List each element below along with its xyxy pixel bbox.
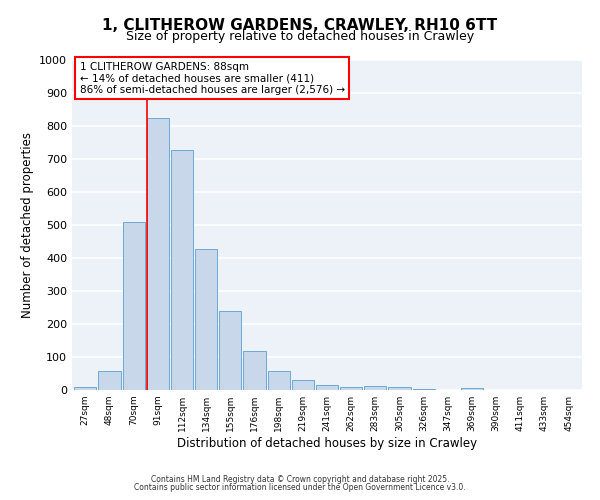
Bar [388,388,410,390]
Bar [364,386,386,390]
Bar [461,388,483,390]
Bar [413,388,435,390]
Bar [74,388,97,390]
Bar [268,371,290,390]
Text: 1, CLITHEROW GARDENS, CRAWLEY, RH10 6TT: 1, CLITHEROW GARDENS, CRAWLEY, RH10 6TT [103,18,497,32]
Text: Size of property relative to detached houses in Crawley: Size of property relative to detached ho… [126,30,474,43]
Bar [244,351,266,390]
Bar [219,312,241,390]
Bar [122,222,145,390]
Bar [98,371,121,390]
Bar [292,380,314,390]
Bar [340,386,362,390]
Text: Contains HM Land Registry data © Crown copyright and database right 2025.: Contains HM Land Registry data © Crown c… [151,475,449,484]
Text: 1 CLITHEROW GARDENS: 88sqm
← 14% of detached houses are smaller (411)
86% of sem: 1 CLITHEROW GARDENS: 88sqm ← 14% of deta… [80,62,345,95]
Bar [316,386,338,390]
Y-axis label: Number of detached properties: Number of detached properties [20,132,34,318]
Bar [171,150,193,390]
Text: Contains public sector information licensed under the Open Government Licence v3: Contains public sector information licen… [134,484,466,492]
Bar [146,118,169,390]
Bar [195,249,217,390]
X-axis label: Distribution of detached houses by size in Crawley: Distribution of detached houses by size … [177,437,477,450]
